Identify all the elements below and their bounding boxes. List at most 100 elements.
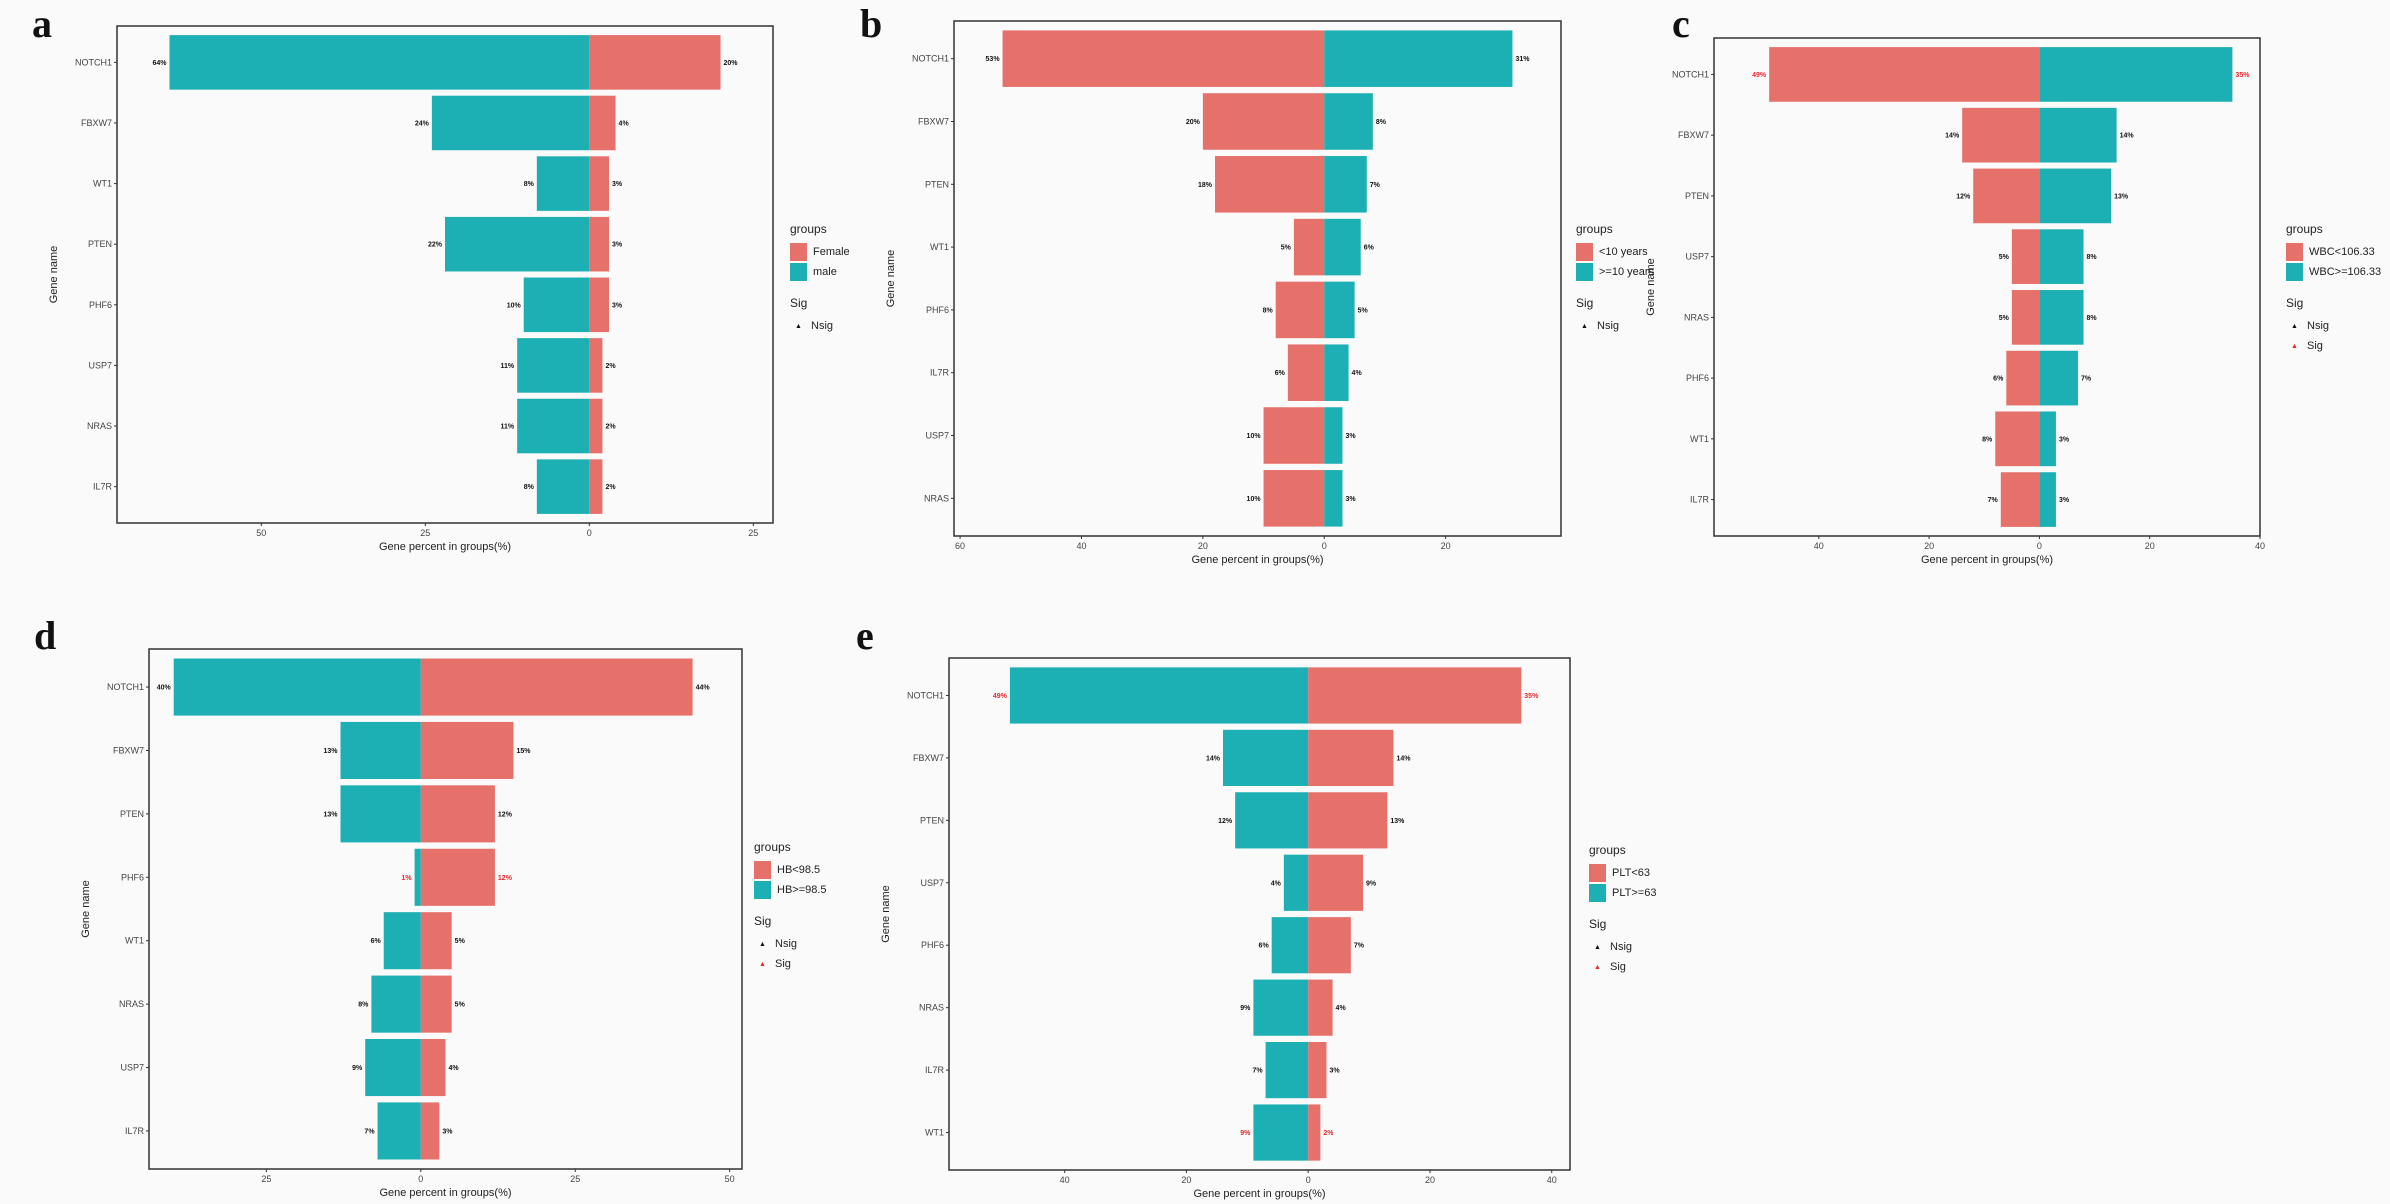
- y-tick-label: NRAS: [924, 493, 949, 503]
- y-tick-label: PHF6: [926, 305, 949, 315]
- legend-title: groups: [790, 222, 827, 236]
- data-label: 12%: [1956, 193, 1971, 200]
- bar-right-usp7: [1324, 407, 1343, 464]
- y-tick-label: NOTCH1: [907, 690, 944, 700]
- legend-sig-label: Sig: [2307, 340, 2323, 352]
- plot-frame: [116, 25, 774, 524]
- legend-sig-title: Sig: [754, 914, 772, 928]
- bar-left-nras: [371, 975, 421, 1033]
- y-axis-title: Gene name: [880, 885, 892, 942]
- bar-right-phf6: [589, 277, 609, 333]
- legend-item: WBC<106.33: [2286, 242, 2381, 262]
- data-label: 31%: [1515, 56, 1530, 63]
- bar-right-fbxw7: [589, 95, 616, 151]
- bar-right-il7r: [1308, 1042, 1327, 1099]
- bar-left-fbxw7: [1202, 93, 1325, 150]
- legend: groups <10 years >=10 years Sig ▲ Nsig: [1576, 222, 1654, 336]
- data-label: 11%: [501, 363, 515, 370]
- bar-right-pten: [420, 785, 495, 843]
- bar-left-nras: [2011, 290, 2040, 345]
- data-label: 4%: [1352, 370, 1363, 377]
- bar-left-pten: [1235, 792, 1309, 849]
- bar-left-usp7: [2011, 229, 2040, 284]
- bar-left-notch1: [1009, 667, 1309, 724]
- y-tick-label: NRAS: [1684, 312, 1709, 322]
- data-label: 4%: [619, 120, 630, 127]
- triangle-icon: ▲: [2291, 322, 2298, 330]
- data-label: 12%: [498, 875, 513, 882]
- bar-right-nras: [589, 398, 603, 454]
- legend-label: Female: [813, 246, 850, 258]
- x-tick-label: 40: [1814, 541, 1824, 551]
- bar-left-notch1: [169, 35, 590, 90]
- legend-label: WBC<106.33: [2309, 246, 2375, 258]
- bar-left-phf6: [2006, 350, 2040, 406]
- legend-swatch: [1589, 864, 1606, 882]
- y-tick-label: NRAS: [87, 421, 112, 431]
- y-tick-label: IL7R: [125, 1126, 145, 1136]
- legend-label: <10 years: [1599, 246, 1648, 258]
- legend-swatch: [754, 861, 771, 879]
- data-label: 18%: [1198, 182, 1213, 189]
- x-tick-label: 60: [955, 541, 965, 551]
- bar-right-pten: [1308, 792, 1388, 849]
- legend-item: <10 years: [1576, 242, 1654, 262]
- data-label: 12%: [1218, 818, 1233, 825]
- data-label: 2%: [605, 424, 616, 431]
- legend-swatch: [1576, 243, 1593, 261]
- data-label: 2%: [605, 484, 616, 491]
- legend-label: PLT<63: [1612, 867, 1651, 879]
- data-label: 7%: [364, 1128, 375, 1135]
- data-label: 40%: [157, 685, 172, 692]
- bar-right-il7r: [1324, 344, 1349, 401]
- triangle-icon: ▲: [1581, 322, 1588, 330]
- bar-right-wt1: [1324, 218, 1361, 276]
- data-label: 7%: [1354, 943, 1365, 950]
- data-label: 64%: [152, 60, 167, 67]
- triangle-icon: ▲: [2291, 342, 2298, 350]
- data-label: 20%: [1186, 119, 1201, 126]
- legend-title: groups: [754, 840, 791, 854]
- bar-right-notch1: [1308, 667, 1522, 724]
- data-label: 10%: [507, 302, 522, 309]
- legend-title: groups: [2286, 222, 2323, 236]
- panel-label: d: [34, 613, 57, 658]
- data-label: 8%: [524, 484, 535, 491]
- data-label: 53%: [986, 56, 1001, 63]
- bar-right-phf6: [1308, 917, 1351, 974]
- bar-right-nras: [1308, 979, 1333, 1036]
- bar-right-usp7: [1308, 854, 1363, 911]
- bar-left-il7r: [536, 459, 590, 514]
- y-axis-title: Gene name: [1645, 258, 1657, 315]
- bar-right-fbxw7: [420, 721, 514, 779]
- y-tick-label: FBXW7: [81, 118, 112, 128]
- data-label: 7%: [1370, 182, 1381, 189]
- legend-sig-title: Sig: [1576, 296, 1594, 310]
- bar-right-wt1: [2039, 411, 2056, 467]
- data-label: 9%: [1240, 1130, 1251, 1137]
- bar-right-pten: [2039, 168, 2112, 224]
- data-label: 3%: [2059, 436, 2070, 443]
- x-tick-label: 40: [1547, 1175, 1557, 1185]
- x-tick-label: 20: [1181, 1175, 1191, 1185]
- y-tick-label: WT1: [93, 179, 112, 189]
- legend-swatch: [2286, 263, 2303, 281]
- x-tick-label: 20: [1198, 541, 1208, 551]
- bar-right-fbxw7: [1324, 93, 1373, 150]
- data-label: 12%: [498, 811, 513, 818]
- legend: groups Female male Sig ▲ Nsig: [790, 222, 850, 336]
- legend-sig-item: ▲ Nsig: [754, 934, 827, 954]
- legend-sig-label: Nsig: [775, 938, 798, 950]
- bar-right-nras: [2039, 290, 2084, 345]
- legend: groups PLT<63 PLT>=63 Sig ▲ Nsig ▲ Sig: [1589, 843, 1656, 977]
- bar-left-pten: [1973, 168, 2040, 224]
- legend: groups WBC<106.33 WBC>=106.33 Sig ▲ Nsig ▲ Sig: [2286, 222, 2381, 356]
- data-label: 35%: [2235, 72, 2250, 79]
- legend-sig-label: Nsig: [1610, 941, 1633, 953]
- y-axis-title: Gene name: [48, 246, 60, 303]
- y-tick-label: FBXW7: [1678, 130, 1709, 140]
- legend-swatch: [2286, 243, 2303, 261]
- data-label: 6%: [1993, 376, 2004, 383]
